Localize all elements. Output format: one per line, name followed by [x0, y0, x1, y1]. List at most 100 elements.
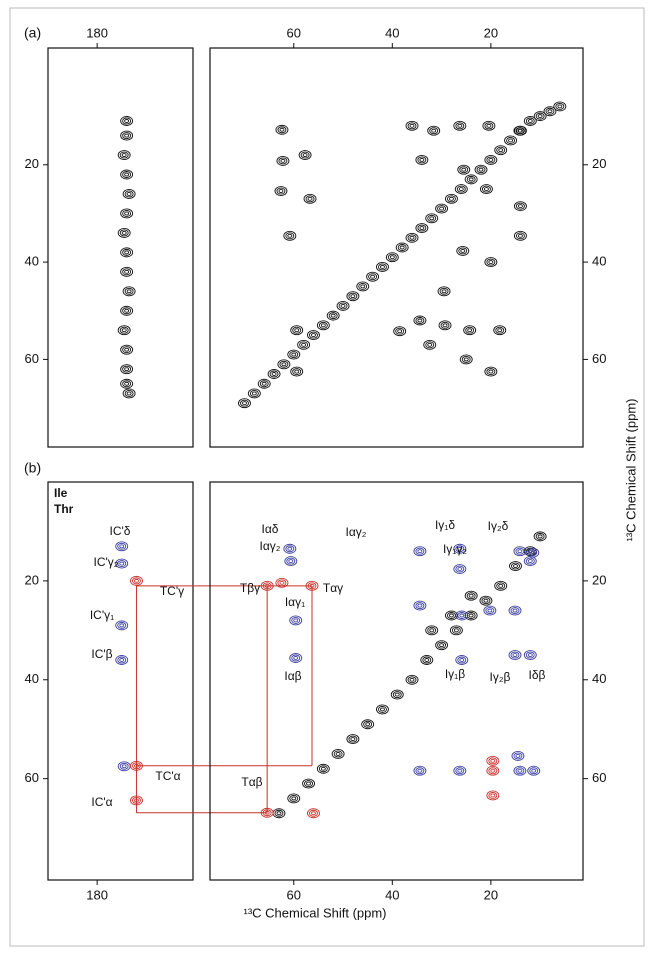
contour-level — [124, 172, 130, 177]
peak — [238, 398, 251, 409]
contour-level — [425, 341, 435, 349]
contour-level — [525, 651, 535, 659]
peak — [413, 315, 427, 326]
contour-level — [527, 653, 533, 657]
contour-level — [498, 148, 504, 153]
contour-level — [537, 114, 543, 119]
contour-level — [119, 151, 129, 159]
contour-level — [435, 640, 449, 651]
peak — [474, 164, 488, 175]
contour-level — [288, 559, 294, 564]
contour-level — [459, 166, 469, 174]
contour-level — [121, 764, 127, 769]
contour-level — [512, 653, 518, 657]
peak — [533, 531, 547, 542]
contour-level — [525, 117, 535, 125]
plot-area — [47, 47, 194, 448]
contour-level — [557, 104, 563, 109]
peak — [527, 765, 541, 776]
contour-level — [304, 780, 313, 788]
contour-level — [508, 650, 522, 660]
peak-annotation: Iγ₁γ₂ — [443, 542, 467, 556]
peak — [115, 558, 129, 569]
contour-level — [486, 765, 500, 776]
contour-level — [393, 326, 407, 337]
contour-level — [483, 598, 489, 603]
contour-level — [249, 390, 259, 397]
contour-level — [455, 767, 465, 775]
contour-level — [286, 557, 296, 565]
contour-level — [124, 381, 130, 386]
contour-level — [290, 366, 304, 377]
contour-level — [307, 808, 320, 819]
contour-level — [441, 289, 447, 294]
peak — [284, 556, 298, 567]
contour-level — [275, 577, 289, 588]
peak-annotation: Iγ₂δ — [488, 519, 509, 533]
contour-level — [529, 767, 539, 775]
contour-level — [415, 767, 425, 775]
contour-level — [271, 372, 277, 376]
contour-level — [417, 224, 427, 232]
contour-level — [397, 244, 407, 251]
contour-level — [333, 750, 343, 758]
contour-level — [457, 567, 463, 571]
contour-level — [457, 612, 467, 619]
contour-level — [242, 401, 247, 406]
contour-level — [340, 303, 346, 308]
contour-level — [487, 608, 493, 613]
contour-level — [530, 550, 536, 555]
frame — [9, 7, 645, 947]
contour-level — [413, 546, 427, 557]
contour-level — [126, 391, 132, 396]
peak — [307, 808, 320, 819]
contour-level — [124, 308, 130, 313]
contour-level — [490, 768, 496, 773]
peak — [287, 349, 301, 360]
contour-level — [122, 248, 132, 256]
contour-level — [407, 676, 417, 684]
contour-level — [119, 561, 125, 566]
contour-level — [119, 544, 125, 549]
contour-level — [119, 229, 129, 237]
peak — [415, 223, 429, 233]
contour-level — [457, 546, 463, 551]
contour-level — [413, 315, 427, 326]
contour-level — [523, 650, 537, 660]
peak — [543, 106, 557, 117]
contour-level — [504, 135, 518, 146]
peak — [513, 125, 527, 136]
contour-level — [484, 366, 498, 377]
contour-level — [413, 765, 427, 776]
contour-level — [120, 208, 134, 219]
contour-level — [531, 768, 537, 773]
contour-level — [483, 187, 489, 192]
contour-level — [274, 186, 288, 197]
contour-level — [407, 234, 417, 242]
contour-level — [326, 310, 340, 321]
peak — [275, 124, 289, 135]
peak — [513, 546, 527, 557]
contour-level — [361, 719, 375, 730]
contour-level — [415, 317, 425, 324]
contour-level — [409, 677, 415, 682]
contour-level — [307, 582, 317, 590]
contour-level — [309, 583, 315, 588]
contour-level — [259, 380, 269, 388]
contour-level — [498, 583, 504, 588]
contour-level — [515, 547, 525, 555]
contour-level — [117, 227, 131, 238]
contour-level — [121, 153, 127, 157]
peak — [453, 765, 467, 776]
peak — [464, 590, 478, 601]
contour-level — [115, 541, 129, 552]
plot-area — [209, 481, 584, 881]
contour-level — [363, 720, 373, 728]
contour-level — [517, 204, 523, 209]
plot-area — [209, 47, 584, 448]
peak — [494, 145, 508, 156]
contour-level — [269, 370, 279, 378]
peak — [290, 366, 304, 377]
contour-level — [425, 213, 439, 224]
contour-level — [515, 202, 525, 210]
